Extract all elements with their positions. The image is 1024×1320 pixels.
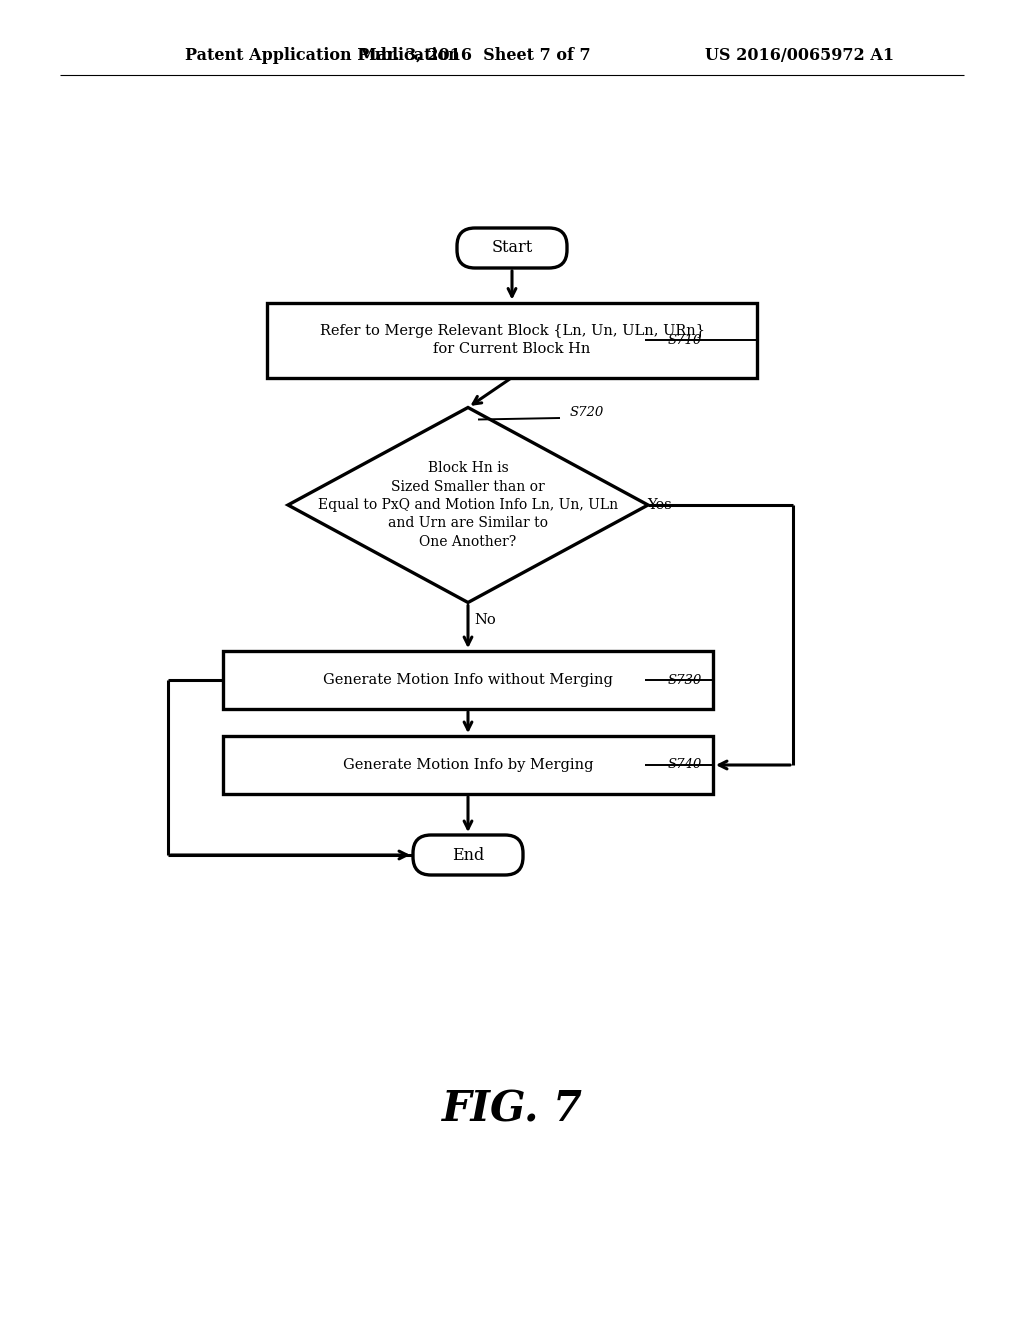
Text: S740: S740 (668, 759, 702, 771)
Polygon shape (288, 408, 648, 602)
Text: Mar. 3, 2016  Sheet 7 of 7: Mar. 3, 2016 Sheet 7 of 7 (359, 46, 591, 63)
Bar (223, 651, 713, 709)
Text: Generate Motion Info without Merging: Generate Motion Info without Merging (323, 673, 613, 686)
FancyBboxPatch shape (457, 228, 567, 268)
Text: US 2016/0065972 A1: US 2016/0065972 A1 (706, 46, 895, 63)
Text: Block Hn is
Sized Smaller than or
Equal to PxQ and Motion Info Ln, Un, ULn
and U: Block Hn is Sized Smaller than or Equal … (317, 461, 618, 549)
Text: FIG. 7: FIG. 7 (441, 1089, 583, 1131)
Text: No: No (474, 612, 496, 627)
Text: Start: Start (492, 239, 532, 256)
Text: End: End (452, 846, 484, 863)
Bar (267, 302, 757, 378)
Text: S710: S710 (668, 334, 702, 346)
Text: Yes: Yes (647, 498, 673, 512)
Text: S730: S730 (668, 673, 702, 686)
Text: Generate Motion Info by Merging: Generate Motion Info by Merging (343, 758, 593, 772)
Text: Patent Application Publication: Patent Application Publication (185, 46, 460, 63)
Text: Refer to Merge Relevant Block {Ln, Un, ULn, URn}
for Current Block Hn: Refer to Merge Relevant Block {Ln, Un, U… (319, 323, 705, 356)
Bar (223, 737, 713, 795)
FancyBboxPatch shape (413, 836, 523, 875)
Text: S720: S720 (570, 407, 604, 420)
